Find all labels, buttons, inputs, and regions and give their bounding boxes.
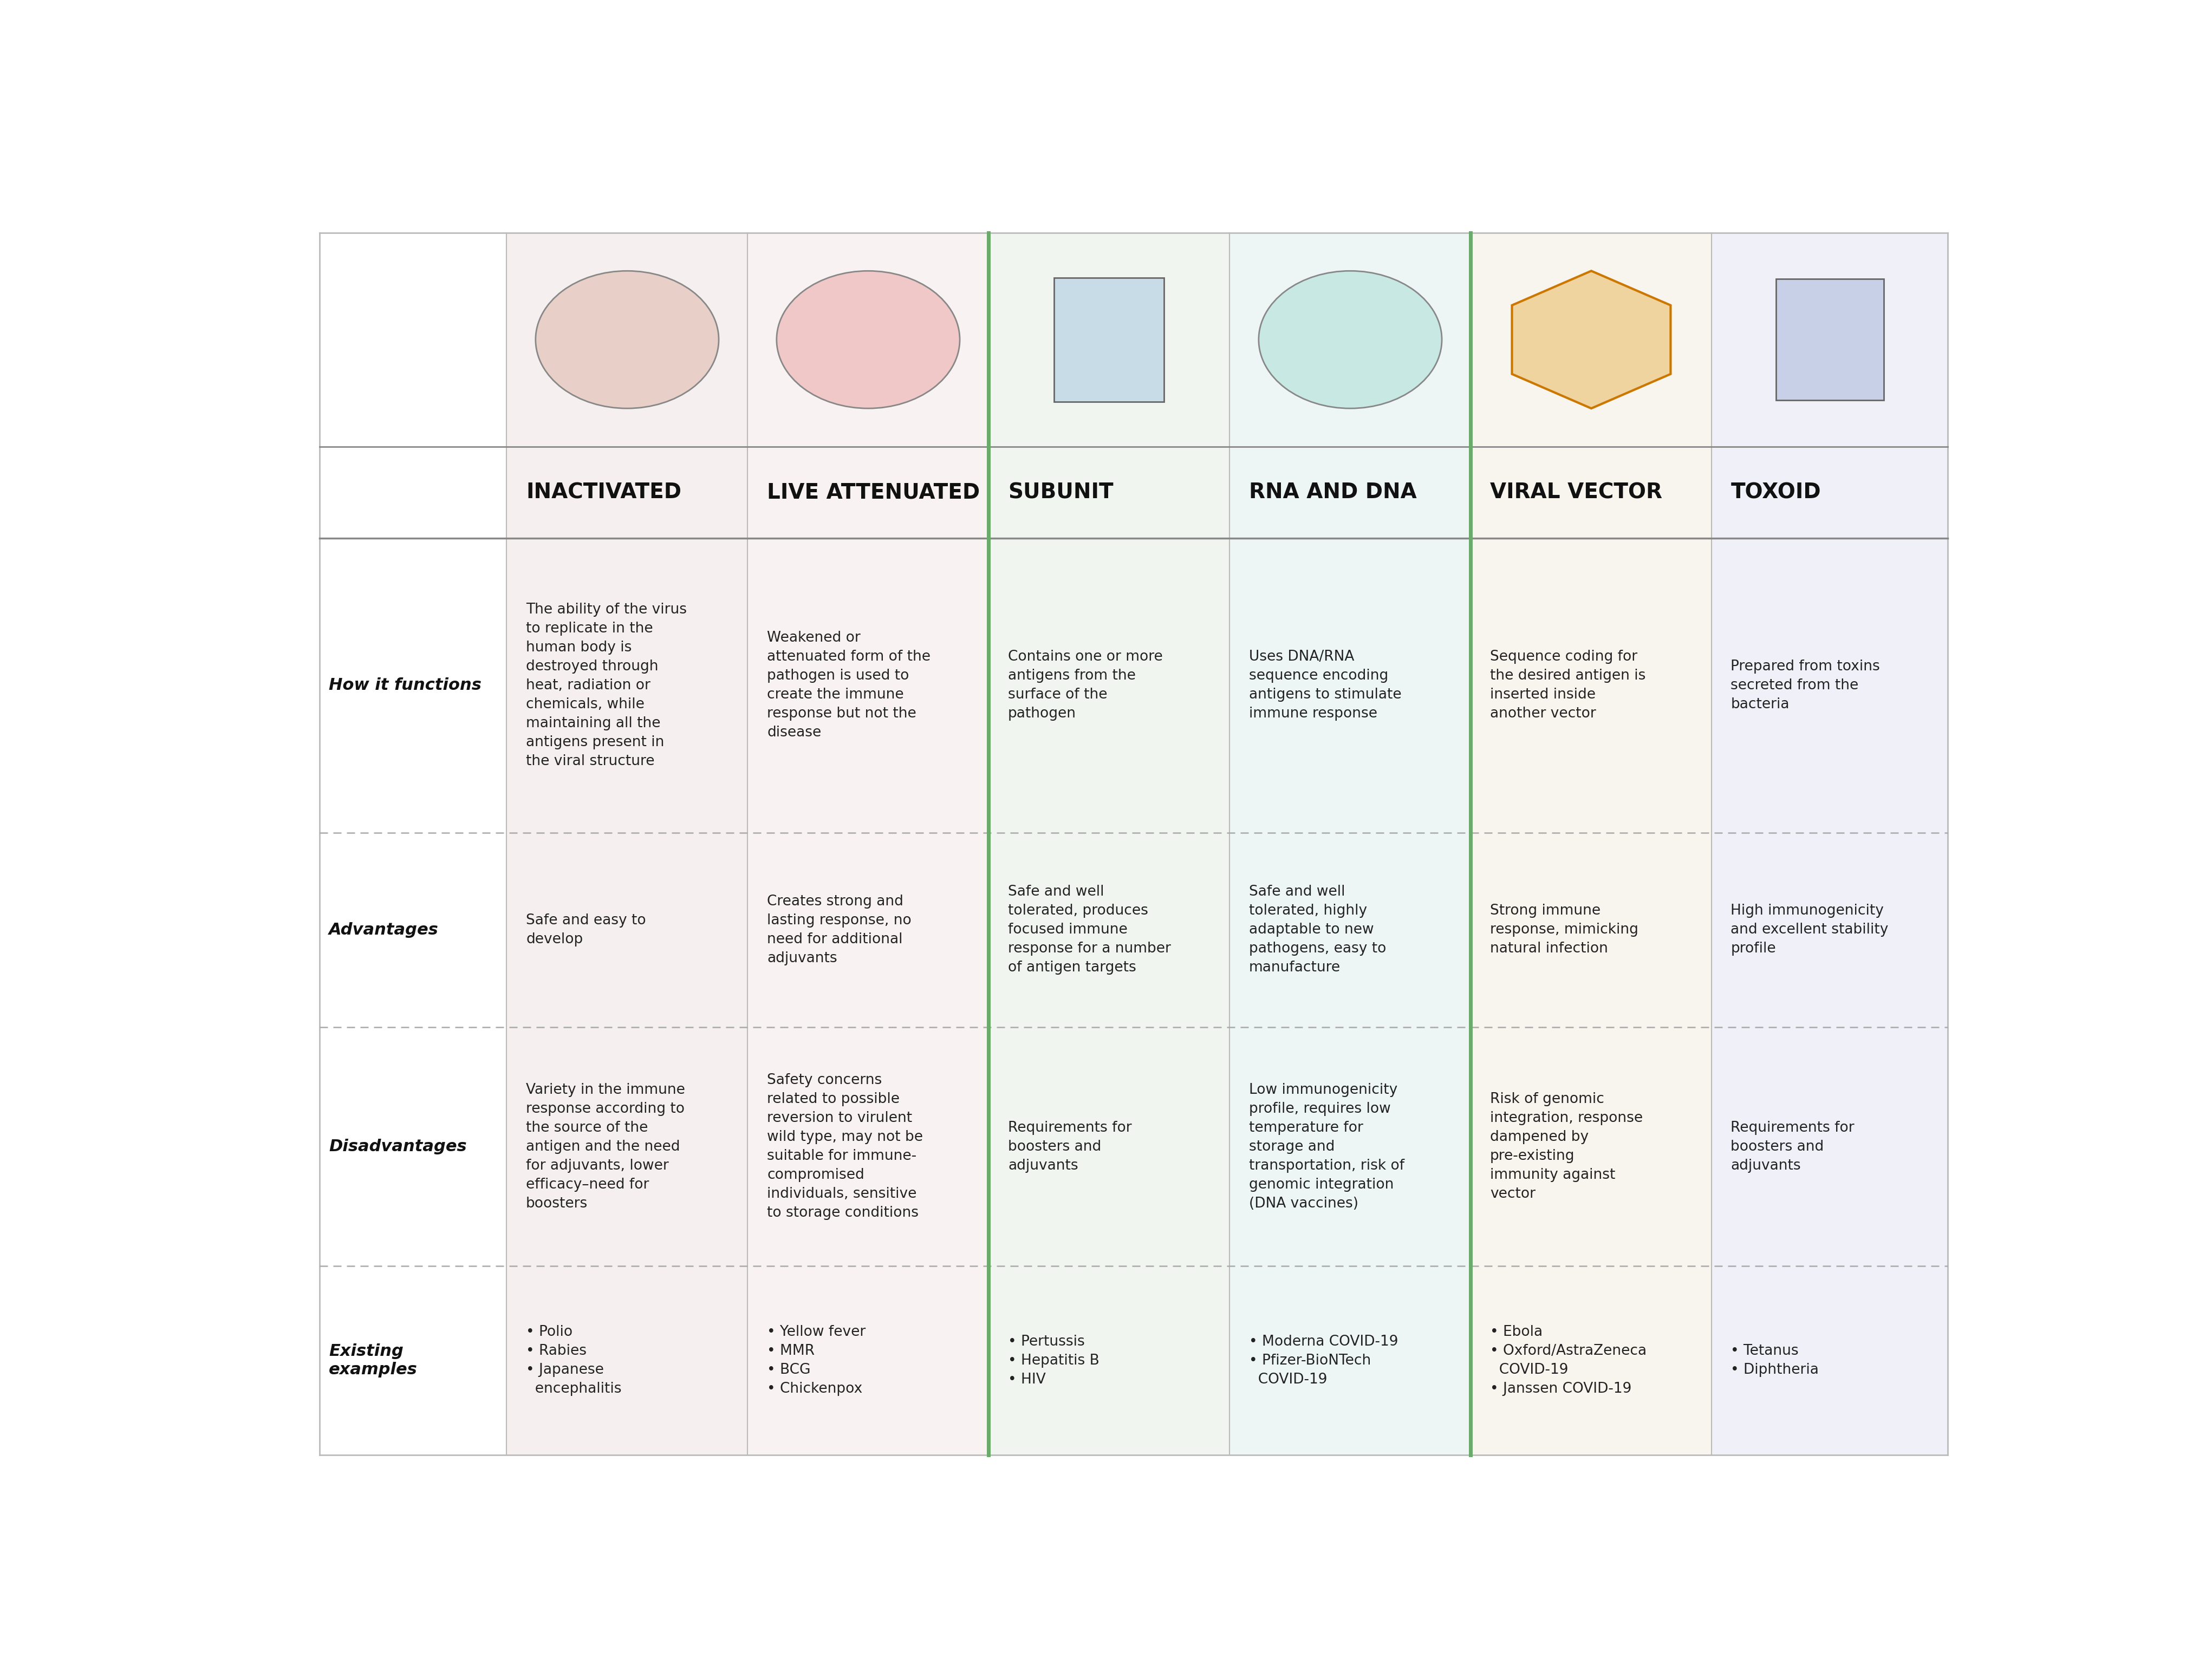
Circle shape (535, 271, 719, 408)
Circle shape (1259, 271, 1442, 408)
Bar (1471, 232, 1712, 1455)
Text: TOXOID: TOXOID (1730, 483, 1820, 503)
Bar (507, 232, 748, 1455)
Text: Safe and well
tolerated, highly
adaptable to new
pathogens, easy to
manufacture: Safe and well tolerated, highly adaptabl… (1250, 886, 1387, 974)
Bar (1055, 277, 1164, 401)
Text: Safety concerns
related to possible
reversion to virulent
wild type, may not be
: Safety concerns related to possible reve… (768, 1073, 922, 1220)
Text: RNA AND DNA: RNA AND DNA (1250, 483, 1418, 503)
Text: Risk of genomic
integration, response
dampened by
pre-existing
immunity against
: Risk of genomic integration, response da… (1491, 1093, 1644, 1201)
Text: Low immunogenicity
profile, requires low
temperature for
storage and
transportat: Low immunogenicity profile, requires low… (1250, 1083, 1405, 1210)
Text: • Ebola
• Oxford/AstraZeneca
  COVID-19
• Janssen COVID-19: • Ebola • Oxford/AstraZeneca COVID-19 • … (1491, 1325, 1646, 1395)
Bar (1230, 232, 1471, 446)
Text: Prepared from toxins
secreted from the
bacteria: Prepared from toxins secreted from the b… (1730, 660, 1880, 712)
Bar (507, 232, 748, 446)
Text: Requirements for
boosters and
adjuvants: Requirements for boosters and adjuvants (1730, 1121, 1854, 1173)
Text: SUBUNIT: SUBUNIT (1009, 483, 1113, 503)
Text: High immunogenicity
and excellent stability
profile: High immunogenicity and excellent stabil… (1730, 904, 1889, 956)
Text: Disadvantages: Disadvantages (330, 1140, 467, 1155)
Text: • Tetanus
• Diphtheria: • Tetanus • Diphtheria (1730, 1343, 1818, 1377)
Bar (989, 232, 1230, 446)
Bar (1712, 232, 1949, 446)
Text: INACTIVATED: INACTIVATED (526, 483, 681, 503)
Text: VIRAL VECTOR: VIRAL VECTOR (1491, 483, 1661, 503)
Text: The ability of the virus
to replicate in the
human body is
destroyed through
hea: The ability of the virus to replicate in… (526, 603, 686, 769)
Bar (319, 232, 507, 1455)
Text: How it functions: How it functions (330, 678, 482, 693)
Text: Sequence coding for
the desired antigen is
inserted inside
another vector: Sequence coding for the desired antigen … (1491, 650, 1646, 720)
Text: Advantages: Advantages (330, 922, 438, 937)
Bar (1712, 232, 1949, 1455)
Bar (748, 232, 989, 1455)
Text: Requirements for
boosters and
adjuvants: Requirements for boosters and adjuvants (1009, 1121, 1133, 1173)
Bar (1776, 279, 1885, 401)
Text: • Pertussis
• Hepatitis B
• HIV: • Pertussis • Hepatitis B • HIV (1009, 1335, 1099, 1387)
Text: Uses DNA/RNA
sequence encoding
antigens to stimulate
immune response: Uses DNA/RNA sequence encoding antigens … (1250, 650, 1402, 720)
Text: LIVE ATTENUATED: LIVE ATTENUATED (768, 483, 980, 503)
Text: • Polio
• Rabies
• Japanese
  encephalitis: • Polio • Rabies • Japanese encephalitis (526, 1325, 622, 1395)
Circle shape (776, 271, 960, 408)
Bar (989, 232, 1230, 1455)
Text: Weakened or
attenuated form of the
pathogen is used to
create the immune
respons: Weakened or attenuated form of the patho… (768, 632, 931, 740)
Bar (1471, 232, 1712, 446)
Text: • Moderna COVID-19
• Pfizer-BioNTech
  COVID-19: • Moderna COVID-19 • Pfizer-BioNTech COV… (1250, 1335, 1398, 1387)
Text: Variety in the immune
response according to
the source of the
antigen and the ne: Variety in the immune response according… (526, 1083, 686, 1210)
Text: Contains one or more
antigens from the
surface of the
pathogen: Contains one or more antigens from the s… (1009, 650, 1164, 720)
Bar (319, 232, 507, 1455)
Text: Existing
examples: Existing examples (330, 1343, 418, 1377)
Text: • Yellow fever
• MMR
• BCG
• Chickenpox: • Yellow fever • MMR • BCG • Chickenpox (768, 1325, 865, 1395)
Text: Safe and easy to
develop: Safe and easy to develop (526, 914, 646, 946)
Bar (748, 232, 989, 446)
Text: Safe and well
tolerated, produces
focused immune
response for a number
of antige: Safe and well tolerated, produces focuse… (1009, 886, 1170, 974)
Polygon shape (1513, 271, 1670, 408)
Bar (1230, 232, 1471, 1455)
Text: Strong immune
response, mimicking
natural infection: Strong immune response, mimicking natura… (1491, 904, 1639, 956)
Text: Creates strong and
lasting response, no
need for additional
adjuvants: Creates strong and lasting response, no … (768, 894, 911, 966)
